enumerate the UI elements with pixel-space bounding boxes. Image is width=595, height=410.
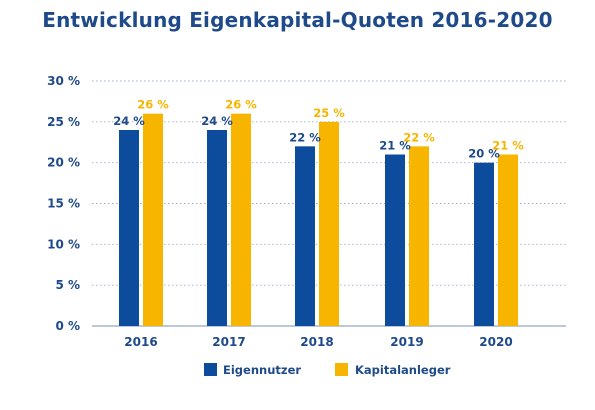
bar-kapitalanleger-2020 bbox=[498, 154, 518, 326]
y-tick-label: 25 % bbox=[47, 115, 80, 129]
data-label: 22 % bbox=[403, 130, 435, 144]
y-tick-label: 10 % bbox=[47, 237, 80, 251]
x-tick-label: 2016 bbox=[124, 335, 157, 349]
data-labels: 24 % 24 %22 %21 %20 %26 % 26 %25 %22 %21 % bbox=[113, 98, 524, 161]
x-axis-categories: 2016 2017 2018 2019 2020 bbox=[124, 335, 512, 349]
y-tick-label: 20 % bbox=[47, 156, 80, 170]
data-label: 26 % bbox=[137, 98, 169, 112]
y-tick-label: 5 % bbox=[55, 278, 80, 292]
data-label: 24 % bbox=[201, 114, 233, 128]
x-tick-label: 2018 bbox=[300, 335, 333, 349]
legend-label: Kapitalanleger bbox=[355, 363, 451, 377]
y-axis-ticks: 0 % 5 % 10 % 15 % 20 % 25 % 30 % bbox=[47, 74, 80, 333]
data-label: 22 % bbox=[289, 130, 321, 144]
bar-kapitalanleger-2018 bbox=[319, 121, 339, 326]
data-label: 26 % bbox=[225, 98, 257, 112]
bar-kapitalanleger-2016 bbox=[143, 113, 163, 327]
bar-eigennutzer-2017 bbox=[207, 130, 227, 326]
y-tick-label: 15 % bbox=[47, 197, 80, 211]
x-tick-label: 2019 bbox=[390, 335, 423, 349]
legend-item-eigennutzer: Eigennutzer bbox=[204, 363, 301, 377]
bar-kapitalanleger-2017 bbox=[231, 113, 251, 327]
data-label: 21 % bbox=[379, 139, 411, 153]
data-label: 25 % bbox=[313, 106, 345, 120]
legend-label: Eigennutzer bbox=[223, 363, 301, 377]
chart-title: Entwicklung Eigenkapital-Quoten 2016-202… bbox=[42, 8, 553, 32]
data-label: 21 % bbox=[492, 139, 524, 153]
bar-eigennutzer-2018 bbox=[295, 146, 315, 326]
bar-kapitalanleger-2019 bbox=[409, 146, 429, 326]
bar-eigennutzer-2019 bbox=[385, 154, 405, 326]
bar-eigennutzer-2016 bbox=[119, 130, 139, 326]
x-tick-label: 2020 bbox=[479, 335, 512, 349]
y-tick-label: 30 % bbox=[47, 74, 80, 88]
data-label: 20 % bbox=[468, 147, 500, 161]
y-tick-label: 0 % bbox=[55, 319, 80, 333]
legend-item-kapitalanleger: Kapitalanleger bbox=[335, 363, 451, 377]
x-tick-label: 2017 bbox=[212, 335, 245, 349]
data-label: 24 % bbox=[113, 114, 145, 128]
legend-swatch bbox=[335, 363, 348, 376]
legend-swatch bbox=[204, 363, 217, 376]
bars bbox=[119, 113, 518, 327]
legend: Eigennutzer Kapitalanleger bbox=[204, 363, 451, 377]
bar-eigennutzer-2020 bbox=[474, 162, 494, 326]
